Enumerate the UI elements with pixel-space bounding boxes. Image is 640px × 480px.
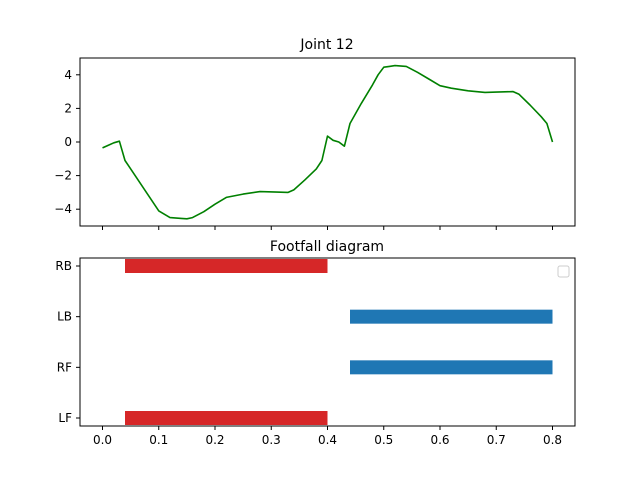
legend-box <box>557 265 570 278</box>
x-tick-label: 0.2 <box>205 433 224 447</box>
joint-chart-frame <box>79 57 576 227</box>
x-tick-label: 0.5 <box>374 433 393 447</box>
x-tick-label: 0.4 <box>318 433 337 447</box>
category-label: LF <box>58 411 72 425</box>
x-tick-label: 0.6 <box>430 433 449 447</box>
footfall-bar-rb <box>125 259 328 273</box>
footfall-bar-lf <box>125 411 328 425</box>
joint-chart-lines <box>102 64 554 220</box>
y-tick-label: −2 <box>54 169 72 183</box>
x-tick-label: 0.3 <box>262 433 281 447</box>
y-tick-label: 0 <box>64 135 72 149</box>
category-label: RB <box>55 259 72 273</box>
footfall-bar-lb <box>350 309 553 324</box>
footfall-chart-bars <box>125 259 553 425</box>
footfall-chart-frame <box>79 257 576 427</box>
y-tick-label: 2 <box>64 101 72 115</box>
series-line <box>102 64 554 220</box>
footfall-chart-title: Footfall diagram <box>270 239 384 255</box>
category-label: RF <box>57 360 72 374</box>
footfall-bar-rf <box>350 360 553 375</box>
footfall-chart: Footfall diagram RB LB RF LF 0.0 0.1 0.2 0.3 0.4… <box>55 239 576 447</box>
x-tick-label: 0.1 <box>149 433 168 447</box>
x-tick-label: 0.0 <box>93 433 112 447</box>
x-tick-label: 0.8 <box>543 433 562 447</box>
y-tick-label: −4 <box>54 202 72 216</box>
joint-chart-title: Joint 12 <box>299 37 353 53</box>
footfall-chart-ticks: RB LB RF LF 0.0 0.1 0.2 0.3 0.4 0.5 0.6 0.7 0.8 <box>55 259 562 447</box>
x-tick-label: 0.7 <box>487 433 506 447</box>
joint-chart: Joint 12 −4 −2 0 2 4 <box>54 37 576 230</box>
y-tick-label: 4 <box>64 68 72 82</box>
joint-chart-ticks: −4 −2 0 2 4 <box>54 68 553 230</box>
category-label: LB <box>57 310 72 324</box>
